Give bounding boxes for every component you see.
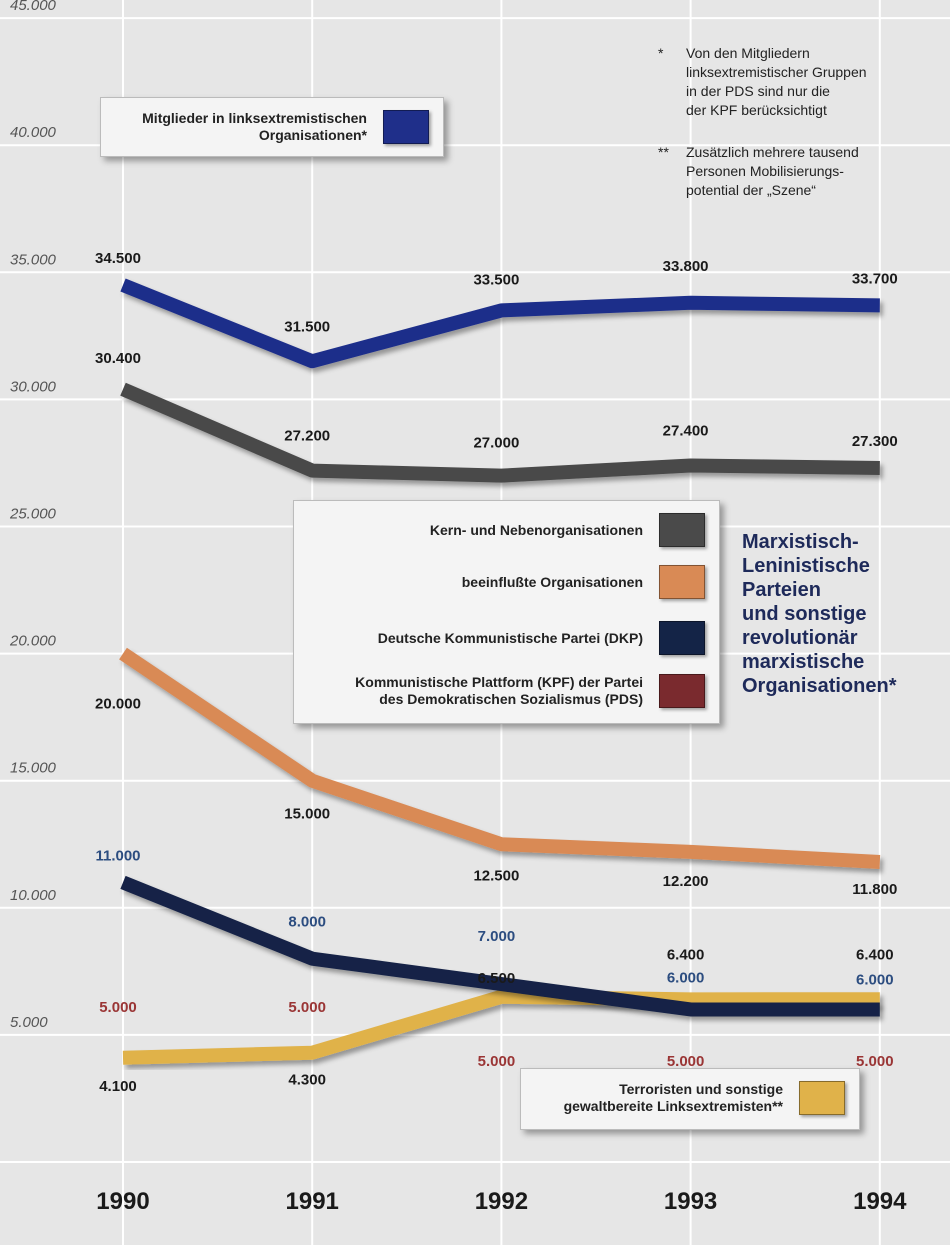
legend-swatch-beeinflusst bbox=[659, 565, 705, 599]
data-label: 27.300 bbox=[852, 433, 898, 450]
title-line: Leninistische bbox=[742, 555, 870, 577]
data-label: 6.000 bbox=[667, 969, 705, 986]
data-label: 5.000 bbox=[288, 999, 326, 1016]
data-label: 8.000 bbox=[288, 914, 326, 931]
data-label: 15.000 bbox=[284, 806, 330, 823]
x-tick-label: 1991 bbox=[286, 1188, 339, 1215]
title-line: Marxistisch- bbox=[742, 531, 859, 553]
legend-dkp-label: Deutsche Kommunistische Partei (DKP) bbox=[377, 629, 643, 646]
legend-item-terror: Terroristen und sonstige gewaltbereite L… bbox=[564, 1081, 845, 1115]
footnote-2-line: Zusätzlich mehrere tausend bbox=[686, 144, 859, 160]
data-label: 27.200 bbox=[284, 428, 330, 445]
legend-swatch-kern bbox=[659, 513, 705, 547]
series-line bbox=[120, 278, 880, 369]
chart-title: Marxistisch- Leninistische Parteien und … bbox=[742, 530, 942, 698]
y-tick-label: 15.000 bbox=[10, 760, 57, 777]
footnote-1: * Von den Mitgliedern linksextremistisch… bbox=[658, 44, 938, 124]
legend-beeinflusst-label: beeinflußte Organisationen bbox=[461, 573, 643, 590]
title-line: Parteien bbox=[742, 579, 821, 601]
y-tick-label: 10.000 bbox=[10, 887, 57, 904]
data-label: 33.500 bbox=[473, 271, 519, 288]
series-line bbox=[120, 875, 880, 1017]
series-line bbox=[120, 382, 880, 483]
legend-item-kpf: Kommunistische Plattform (KPF) der Parte… bbox=[355, 674, 705, 708]
data-label: 34.500 bbox=[95, 250, 141, 267]
data-label: 11.000 bbox=[95, 847, 140, 864]
data-label: 4.100 bbox=[99, 1078, 137, 1095]
legend-terror-label-line1: Terroristen und sonstige bbox=[619, 1081, 783, 1097]
series-line bbox=[122, 989, 880, 1065]
footnote-2-line: Personen Mobilisierungs- bbox=[686, 163, 844, 179]
data-label: 6.400 bbox=[856, 946, 894, 963]
legend-item-total: Mitglieder in linksextremistischen Organ… bbox=[142, 110, 429, 144]
footnote-1-marker: * bbox=[658, 45, 664, 61]
footnote-1-line: Von den Mitgliedern bbox=[686, 45, 810, 61]
legend-terror-label-line2: gewaltbereite Linksextremisten** bbox=[563, 1098, 783, 1114]
series-line bbox=[119, 647, 881, 870]
y-tick-label: 25.000 bbox=[9, 506, 57, 523]
data-label: 12.500 bbox=[473, 867, 519, 884]
title-line: Organisationen* bbox=[742, 675, 897, 697]
x-tick-label: 1993 bbox=[664, 1188, 717, 1215]
data-label: 5.000 bbox=[667, 1053, 705, 1070]
data-label: 5.000 bbox=[99, 999, 137, 1016]
y-tick-label: 40.000 bbox=[10, 124, 57, 141]
data-label: 6.000 bbox=[856, 971, 894, 988]
legend-kpf-label-line1: Kommunistische Plattform (KPF) der Parte… bbox=[355, 674, 643, 690]
x-tick-label: 1990 bbox=[96, 1188, 149, 1215]
data-label: 27.000 bbox=[473, 435, 519, 452]
data-label: 6.500 bbox=[478, 970, 516, 987]
data-label: 33.800 bbox=[663, 258, 709, 275]
legend-terror-box: Terroristen und sonstige gewaltbereite L… bbox=[520, 1068, 860, 1130]
footnote-2-line: potential der „Szene“ bbox=[686, 182, 816, 198]
y-tick-label: 35.000 bbox=[10, 251, 57, 268]
title-line: und sonstige bbox=[742, 603, 867, 625]
data-label: 5.000 bbox=[856, 1053, 894, 1070]
legend-swatch-dkp bbox=[659, 621, 705, 655]
data-label: 20.000 bbox=[95, 696, 141, 713]
x-tick-label: 1992 bbox=[475, 1188, 528, 1215]
footnote-1-line: linksextremistischer Gruppen bbox=[686, 64, 867, 80]
data-label: 6.400 bbox=[667, 946, 705, 963]
y-tick-label: 20.000 bbox=[9, 633, 57, 650]
y-tick-label: 45.000 bbox=[10, 0, 57, 14]
legend-swatch-kpf bbox=[659, 674, 705, 708]
footnote-1-line: der KPF berücksichtigt bbox=[686, 102, 827, 118]
data-label: 5.000 bbox=[478, 1053, 516, 1070]
footnote-1-line: in der PDS sind nur die bbox=[686, 83, 830, 99]
data-label: 12.200 bbox=[663, 873, 709, 890]
data-label: 33.700 bbox=[852, 270, 898, 287]
legend-kern-label: Kern- und Nebenorganisationen bbox=[429, 521, 643, 538]
title-line: revolutionär bbox=[742, 627, 858, 649]
data-label: 27.400 bbox=[663, 422, 709, 439]
y-tick-label: 30.000 bbox=[10, 378, 57, 395]
footnote-2: ** Zusätzlich mehrere tausend Personen M… bbox=[658, 143, 938, 203]
data-label: 30.400 bbox=[95, 350, 141, 367]
data-label: 31.500 bbox=[284, 318, 330, 335]
legend-swatch-terror bbox=[799, 1081, 845, 1115]
title-line: marxistische bbox=[742, 651, 865, 673]
legend-item-dkp: Deutsche Kommunistische Partei (DKP) bbox=[378, 621, 705, 655]
data-label: 4.300 bbox=[288, 1072, 326, 1089]
legend-total-box: Mitglieder in linksextremistischen Organ… bbox=[100, 97, 444, 157]
legend-item-kern: Kern- und Nebenorganisationen bbox=[430, 513, 705, 547]
legend-kpf-label-line2: des Demokratischen Sozialismus (PDS) bbox=[379, 691, 643, 707]
legend-swatch-total bbox=[383, 110, 429, 144]
x-tick-label: 1994 bbox=[853, 1188, 907, 1215]
legend-item-beeinflusst: beeinflußte Organisationen bbox=[462, 565, 705, 599]
legend-total-label-line1: Mitglieder in linksextremistischen bbox=[142, 110, 367, 126]
footnote-2-marker: ** bbox=[658, 144, 669, 160]
data-label: 11.800 bbox=[852, 881, 897, 898]
legend-main-box: Kern- und Nebenorganisationen beeinflußt… bbox=[293, 500, 720, 724]
legend-total-label-line2: Organisationen* bbox=[258, 127, 367, 143]
data-label: 7.000 bbox=[478, 928, 516, 945]
y-tick-label: 5.000 bbox=[10, 1014, 48, 1031]
